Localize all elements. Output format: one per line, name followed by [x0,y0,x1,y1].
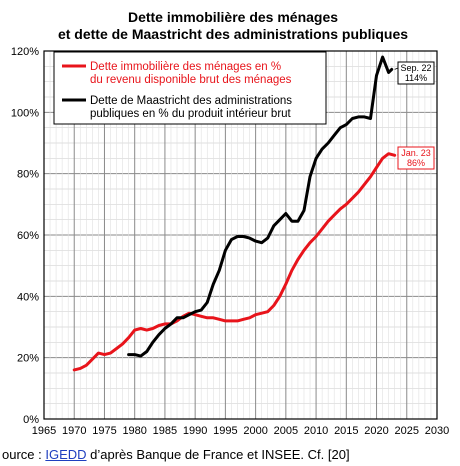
source-link-igedd[interactable]: IGEDD [45,447,87,462]
chart-title-line: et dette de Maastricht des administratio… [58,26,408,42]
tick-labels: 1965 1970 1975 1980 1985 1990 1995 2000 2005 2010… [11,46,449,437]
chart-title-line: Dette immobilière des ménages [128,9,338,25]
annotation-label: 114% [405,73,427,83]
x-tick-label: 1965 [32,425,56,437]
x-tick-label: 2030 [425,425,449,437]
x-tick-label: 2010 [304,425,328,437]
x-tick-label: 2005 [274,425,298,437]
x-tick-label: 2025 [395,425,419,437]
series-layer [72,55,397,372]
legend-label: Dette de Maastricht des administrations [90,95,292,107]
annotation-box [397,61,435,85]
annotation-label: Jan. 23 [401,148,431,158]
annotation-box [397,146,435,170]
x-tick-label: 1995 [213,425,237,437]
y-tick-label: 120% [11,46,39,58]
series-line-public-debt [127,55,394,358]
plot-frame [43,50,438,420]
y-tick-label: 40% [17,291,39,303]
x-tick-label: 1985 [153,425,177,437]
y-tick-label: 100% [11,107,39,119]
source-suffix: d’après Banque de France et INSEE. Cf. [… [86,447,350,462]
source-prefix: ource : [2,447,46,462]
x-tick-label: 1975 [92,425,116,437]
y-tick-label: 20% [17,353,39,365]
axes [43,50,438,420]
x-tick-label: 1990 [183,425,207,437]
legend: Dette immobilière des ménages en %du rev… [53,51,327,125]
y-tick-label: 80% [17,169,39,181]
y-tick-label: 60% [17,230,39,242]
legend-label: publiques en % du produit intérieur brut [90,108,292,120]
chart-figure: Dette immobilière des ménages et dette de… [11,9,449,437]
annotation-label: 86% [407,158,425,168]
x-tick-label: 2020 [364,425,388,437]
source-note: ource : IGEDD d’après Banque de France e… [2,447,350,462]
x-tick-label: 2000 [243,425,267,437]
legend-box [53,51,327,125]
annotation-leader [394,67,399,70]
y-tick-label: 0% [23,414,39,426]
annotation-label: Sep. 22 [400,63,431,73]
legend-label: Dette immobilière des ménages en % [90,61,281,73]
series-line-household-mortgage-debt [72,152,397,372]
x-tick-label: 2015 [334,425,358,437]
legend-label: du revenu disponible brut des ménages [90,74,292,86]
x-tick-label: 1980 [122,425,146,437]
x-tick-label: 1970 [62,425,86,437]
